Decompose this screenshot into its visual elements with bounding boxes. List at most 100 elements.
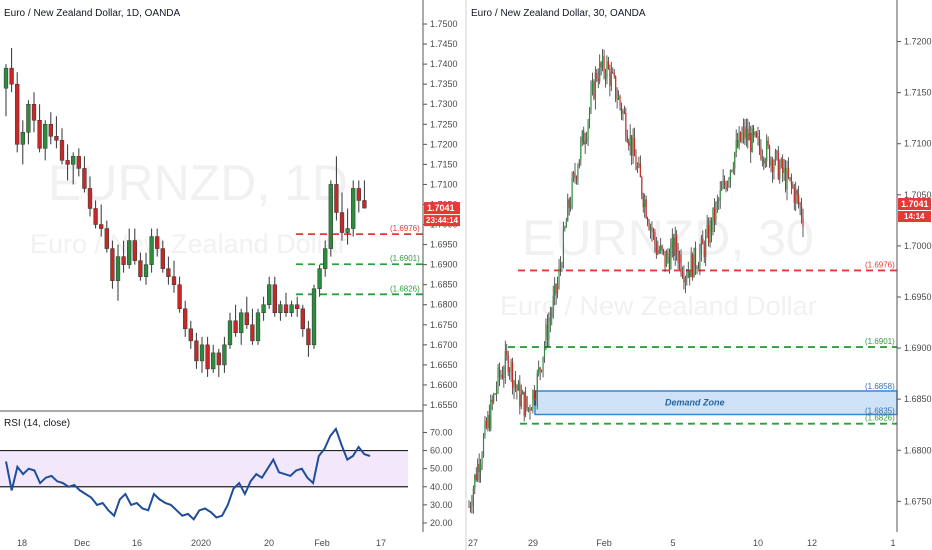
right-candle-body	[751, 128, 753, 152]
right-candle-body	[523, 391, 525, 416]
right-candle-body	[783, 168, 785, 174]
right-candle-body	[677, 251, 679, 263]
right-candle-body	[570, 205, 572, 209]
left-candle-body	[15, 83, 20, 145]
left-level-lines[interactable]: (1.6976) (1.6901) (1.6826)	[296, 224, 423, 296]
right-candle-body	[532, 390, 534, 409]
right-candle-body	[748, 133, 750, 141]
left-candle-body	[65, 160, 70, 165]
left-candle-body	[227, 320, 233, 346]
right-candle-body	[617, 96, 620, 100]
left-countdown: 23:44:14	[426, 216, 459, 225]
demand-zone[interactable]: Demand Zone (1.6858) (1.6835)	[534, 382, 898, 416]
left-candle-body	[99, 224, 104, 229]
right-candle-body	[708, 225, 710, 244]
right-candle-body	[766, 140, 768, 162]
left-price-tick-label: 1.7250	[430, 119, 458, 129]
right-candle-body	[587, 121, 589, 138]
right-candle-body	[739, 132, 742, 142]
rsi-tick-label: 40.00	[430, 482, 453, 492]
right-candle-body	[790, 177, 792, 185]
right-candle-body	[555, 284, 557, 294]
right-candle-body	[525, 396, 527, 416]
left-candle-body	[37, 120, 42, 149]
rsi-tick-label: 50.00	[430, 464, 453, 474]
right-candle-body	[488, 414, 490, 429]
left-candle-body	[177, 284, 182, 310]
right-candle-body	[726, 182, 729, 190]
right-candle-body	[799, 203, 801, 206]
right-candle-body	[638, 163, 640, 167]
right-candle-body	[548, 322, 550, 340]
right-candle-body	[620, 105, 623, 115]
left-price-tick-label: 1.7350	[430, 79, 458, 89]
rsi-line	[5, 426, 371, 521]
right-level-label: (1.6826)	[865, 414, 895, 423]
demand-zone-top-label: (1.6858)	[865, 382, 895, 391]
left-candle-body	[31, 103, 37, 121]
right-candle-body	[516, 385, 518, 391]
left-candle-body	[345, 228, 350, 233]
left-candle-body	[104, 228, 109, 249]
right-candle-body	[633, 137, 636, 157]
right-time-tick-label: 1	[890, 538, 895, 548]
right-level-lines[interactable]: (1.6976) (1.6901) (1.6826)	[508, 260, 897, 425]
right-candle-body	[750, 133, 752, 152]
right-candle-body	[670, 247, 672, 269]
right-candle-body	[789, 177, 791, 179]
left-candle-body	[311, 288, 317, 346]
right-candle-body	[565, 221, 567, 228]
right-candle-body	[696, 268, 698, 269]
right-candle-body	[558, 267, 560, 284]
left-candle-body	[306, 328, 311, 346]
right-candle-body	[552, 295, 554, 313]
left-candle-body	[132, 240, 137, 261]
right-countdown: 14:14	[904, 212, 925, 221]
right-candle-body	[737, 140, 739, 147]
right-candle-body	[469, 506, 472, 508]
left-candle-body	[328, 184, 333, 249]
right-candle-body	[647, 218, 649, 223]
rsi-pane[interactable]: RSI (14, close) 70.00 60.00 50.00 40.00 30.0…	[0, 418, 453, 528]
right-candle-body	[671, 237, 673, 248]
left-price-axis[interactable]: 1.7500 1.7450 1.7400 1.7350 1.7300 1.7250 1.72…	[423, 19, 458, 410]
right-candle-body	[514, 380, 517, 386]
right-candle-body	[546, 324, 549, 340]
right-candle-body	[494, 394, 496, 395]
right-candle-body	[474, 474, 476, 489]
right-candle-body	[572, 172, 575, 179]
right-candle-body	[500, 374, 502, 377]
right-candle-body	[603, 55, 605, 74]
left-candle-body	[20, 132, 25, 145]
left-chart-panel[interactable]: EURNZD, 1D Euro / New Zealand Dollar Eur…	[0, 0, 460, 548]
left-candle-body	[183, 308, 188, 330]
left-candle-body	[362, 200, 367, 209]
right-candle-body	[497, 367, 499, 390]
right-time-tick-label: Feb	[596, 538, 612, 548]
right-candle-body	[800, 205, 803, 218]
right-price-tick-label: 1.7000	[904, 241, 932, 251]
right-candle-body	[798, 194, 800, 204]
left-candle-body	[121, 256, 126, 265]
left-candle-body	[54, 136, 59, 141]
right-candle-body	[654, 231, 656, 244]
right-candle-body	[771, 159, 774, 173]
left-time-tick-label: Dec	[74, 538, 91, 548]
right-price-axis[interactable]: 1.7200 1.7150 1.7100 1.7050 1.7000 1.6950 1.69…	[897, 37, 932, 507]
left-candle-body	[317, 268, 322, 289]
right-time-axis[interactable]: 27 29 Feb 5 10 12 1	[468, 538, 896, 548]
right-chart-panel[interactable]: EURNZD, 30 Euro / New Zealand Dollar Eur…	[468, 0, 932, 548]
right-price-tick-label: 1.6800	[904, 445, 932, 455]
right-candle-body	[782, 159, 784, 174]
right-candle-body	[629, 135, 631, 146]
right-candle-body	[526, 396, 528, 409]
right-candle-body	[559, 265, 562, 268]
left-time-axis[interactable]: 18 Dec 16 2020 20 Feb 17	[17, 538, 386, 548]
right-candle-body	[580, 141, 582, 160]
left-price-tick-label: 1.6900	[430, 260, 458, 270]
right-candle-body	[507, 354, 509, 373]
right-candle-body	[639, 163, 641, 178]
right-candle-body	[596, 72, 598, 79]
right-candle-body	[692, 254, 694, 278]
